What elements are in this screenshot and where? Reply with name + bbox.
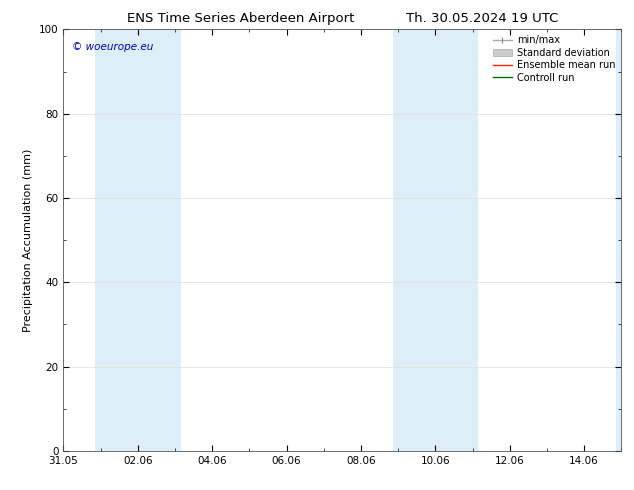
Bar (95, 29, 181, 451)
Bar (616, 29, 634, 451)
Y-axis label: Precipitation Accumulation (mm): Precipitation Accumulation (mm) (23, 148, 34, 332)
Legend: min/max, Standard deviation, Ensemble mean run, Controll run: min/max, Standard deviation, Ensemble me… (489, 31, 619, 86)
Text: ENS Time Series Aberdeen Airport: ENS Time Series Aberdeen Airport (127, 12, 354, 25)
Text: Th. 30.05.2024 19 UTC: Th. 30.05.2024 19 UTC (406, 12, 558, 25)
Bar (392, 29, 478, 451)
Text: © woeurope.eu: © woeurope.eu (72, 42, 153, 52)
